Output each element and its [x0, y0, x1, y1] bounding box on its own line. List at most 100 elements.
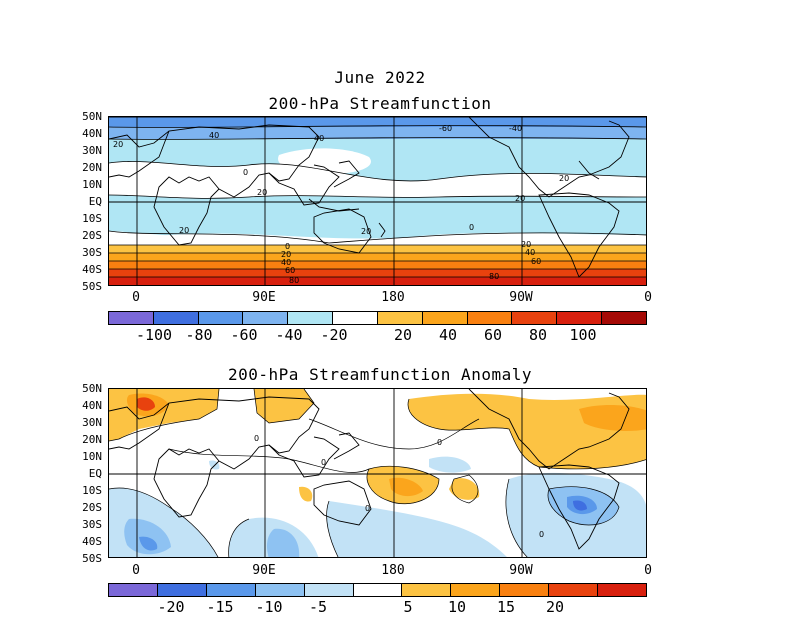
lat-label: 40S [82, 263, 102, 276]
lat-label: 50N [82, 110, 102, 123]
contour-label: 40 [209, 131, 219, 140]
colorbar-segment [602, 312, 646, 324]
contour-label: 0 [243, 168, 248, 177]
lon-label: 90E [252, 290, 276, 305]
colorbar-segment [153, 312, 199, 324]
colorbar-label: 80 [528, 326, 548, 344]
contour-label: 80 [289, 276, 299, 285]
contour-label: 20 [281, 250, 291, 259]
contour-label: 20 [113, 140, 123, 149]
colorbar-segment [255, 584, 305, 596]
lat-label: 20S [82, 501, 102, 514]
colorbar-segment [109, 312, 154, 324]
lon-label: 180 [381, 563, 405, 578]
colorbar-segment [557, 312, 603, 324]
contour-label: 0 [469, 223, 474, 232]
contour-label: 20 [257, 188, 267, 197]
colorbar-label: 100 [569, 326, 597, 344]
colorbar-segment [500, 584, 550, 596]
lat-label: EQ [88, 467, 102, 480]
colorbar-segment [206, 584, 256, 596]
contour-label: 40 [281, 258, 291, 267]
contour-label: 60 [531, 257, 541, 266]
contour-label: 20 [361, 227, 371, 236]
contour-label: 0 [254, 434, 259, 443]
lon-label: 90W [509, 563, 533, 578]
date-title: June 2022 [334, 68, 426, 87]
colorbar-segment [512, 312, 558, 324]
colorbar-label: 40 [438, 326, 458, 344]
lat-label: 10N [82, 450, 102, 463]
lat-label: 40N [82, 399, 102, 412]
contour-label: 20 [515, 194, 525, 203]
lat-label: EQ [88, 195, 102, 208]
streamfunction-map: 20 40 40 -60 -40 0 20 20 20 0 20 20 0 20… [108, 116, 647, 286]
colorbar-label: -40 [275, 326, 303, 344]
colorbar-segment [304, 584, 354, 596]
contour-label: 20 [179, 226, 189, 235]
colorbar-segment [451, 584, 501, 596]
contour-label: 40 [314, 134, 324, 143]
lon-label: 0 [644, 290, 652, 305]
colorbar-label: -60 [230, 326, 258, 344]
colorbar-segment [198, 312, 244, 324]
colorbar-segment [353, 584, 403, 596]
colorbar-label: -15 [206, 598, 234, 616]
lat-label: 10N [82, 178, 102, 191]
colorbar-label: 20 [545, 598, 565, 616]
contour-label: 40 [525, 248, 535, 257]
lat-label: 10S [82, 212, 102, 225]
lon-label: 90E [252, 563, 276, 578]
colorbar-segment [467, 312, 513, 324]
lon-label: 0 [132, 290, 140, 305]
colorbar-segment [549, 584, 599, 596]
lat-label: 50N [82, 382, 102, 395]
streamfunction-colorbar [108, 311, 647, 325]
colorbar-label: -10 [255, 598, 283, 616]
colorbar-label: -80 [185, 326, 213, 344]
lat-label: 20S [82, 229, 102, 242]
contour-label: 0 [321, 458, 326, 467]
colorbar-segment [109, 584, 158, 596]
top-map-title: 200-hPa Streamfunction [268, 94, 492, 113]
colorbar-segment [157, 584, 207, 596]
lat-label: 40N [82, 127, 102, 140]
contour-label: 60 [285, 266, 295, 275]
contour-label: 20 [559, 174, 569, 183]
colorbar-label: -100 [135, 326, 173, 344]
colorbar-segment [598, 584, 646, 596]
contour-label: 0 [437, 438, 442, 447]
colorbar-label: 10 [447, 598, 467, 616]
lat-label: 50S [82, 552, 102, 565]
lon-label: 90W [509, 290, 533, 305]
colorbar-segment [333, 312, 378, 324]
lat-label: 30N [82, 416, 102, 429]
contour-label: -60 [439, 124, 452, 133]
colorbar-segment [402, 584, 452, 596]
contour-label: 0 [285, 242, 290, 251]
colorbar-label: -5 [308, 598, 328, 616]
lat-label: 30S [82, 518, 102, 531]
lat-label: 20N [82, 433, 102, 446]
lon-label: 0 [644, 563, 652, 578]
colorbar-label: 20 [393, 326, 413, 344]
lat-label: 20N [82, 161, 102, 174]
anomaly-colorbar [108, 583, 647, 597]
colorbar-segment [288, 312, 334, 324]
contour-label: 0 [365, 504, 370, 513]
colorbar-label: -20 [157, 598, 185, 616]
colorbar-segment [243, 312, 289, 324]
bottom-map-title: 200-hPa Streamfunction Anomaly [228, 365, 532, 384]
colorbar-segment [377, 312, 423, 324]
lat-label: 30N [82, 144, 102, 157]
contour-label: -40 [509, 124, 522, 133]
colorbar-label: -20 [320, 326, 348, 344]
colorbar-label: 60 [483, 326, 503, 344]
contour-label: 20 [521, 240, 531, 249]
colorbar-label: 15 [496, 598, 516, 616]
lat-label: 30S [82, 246, 102, 259]
lat-label: 10S [82, 484, 102, 497]
colorbar-segment [422, 312, 468, 324]
contour-label: 80 [489, 272, 499, 281]
contour-label: 0 [539, 530, 544, 539]
